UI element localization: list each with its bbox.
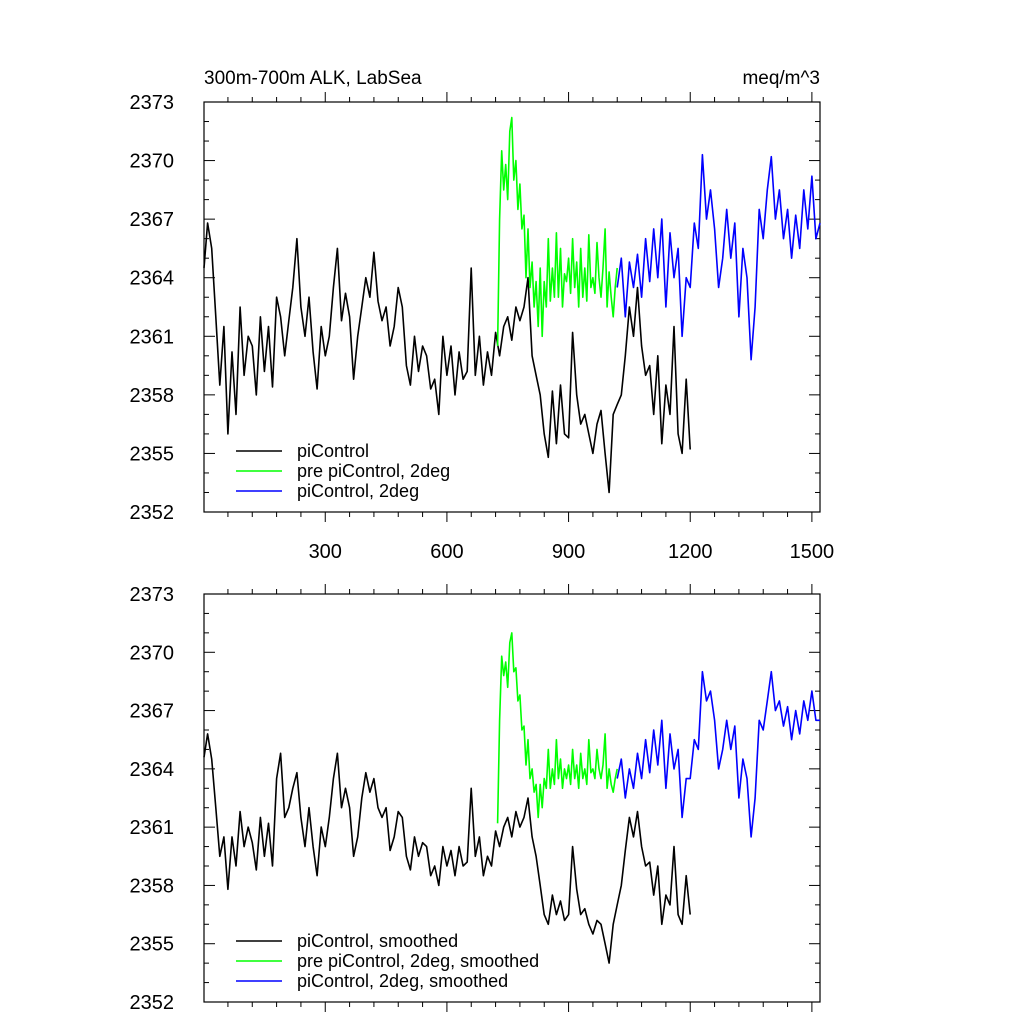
series-line-picontrol-smoothed (203, 733, 691, 964)
y-tick-label: 2352 (130, 992, 175, 1014)
figure-title: 300m-700m ALK, LabSea (204, 68, 422, 89)
y-tick-label: 2361 (130, 817, 175, 839)
series-line-picontrol-2deg (616, 153, 821, 361)
y-tick-label: 2373 (130, 92, 175, 114)
plot-frame (203, 101, 821, 513)
legend-label: piControl (297, 441, 369, 461)
y-tick-label: 2358 (130, 385, 175, 407)
series-line-pre-picontrol-2deg (496, 116, 618, 347)
legend-label: piControl, smoothed (297, 931, 458, 951)
x-tick-label: 300 (309, 541, 342, 563)
y-tick-label: 2355 (130, 443, 175, 465)
x-tick-label: 1200 (668, 541, 713, 563)
y-tick-label: 2364 (130, 268, 175, 290)
panel-1: 2352 2355 2358 2361 2364 2367 2370 2373 300 600 90… (130, 92, 835, 563)
plot-frame (203, 593, 821, 1003)
series-line-pre-picontrol-2deg-smoothed (496, 632, 618, 824)
x-tick-label: 1500 (790, 541, 835, 563)
y-tick-label: 2355 (130, 934, 175, 956)
y-tick-label: 2358 (130, 875, 175, 897)
legend-entry: pre piControl, 2deg, smoothed (236, 951, 539, 971)
legend-label: piControl, 2deg, smoothed (297, 971, 508, 991)
y-tick-label: 2373 (130, 584, 175, 606)
y-tick-label: 2364 (130, 759, 175, 781)
legend-entry: piControl, smoothed (236, 931, 458, 951)
x-tick-label: 600 (430, 541, 463, 563)
series-line-picontrol (203, 222, 691, 494)
legend-label: pre piControl, 2deg, smoothed (297, 951, 539, 971)
legend-entry: piControl (236, 441, 369, 461)
x-tick-label: 900 (552, 541, 585, 563)
y-tick-label: 2370 (130, 151, 175, 173)
series-line-picontrol-2deg-smoothed (616, 670, 820, 838)
panel-2: 2352 2355 2358 2361 2364 2367 2370 2373 piContro… (130, 584, 821, 1014)
units-label: meq/m^3 (742, 68, 820, 89)
legend-entry: piControl, 2deg (236, 481, 419, 501)
legend-label: pre piControl, 2deg (297, 461, 450, 481)
y-tick-label: 2367 (130, 209, 175, 231)
legend-entry: piControl, 2deg, smoothed (236, 971, 508, 991)
legend-label: piControl, 2deg (297, 481, 419, 501)
y-tick-label: 2367 (130, 701, 175, 723)
y-tick-label: 2370 (130, 642, 175, 664)
legend-entry: pre piControl, 2deg (236, 461, 450, 481)
y-tick-label: 2361 (130, 326, 175, 348)
y-tick-label: 2352 (130, 502, 175, 524)
